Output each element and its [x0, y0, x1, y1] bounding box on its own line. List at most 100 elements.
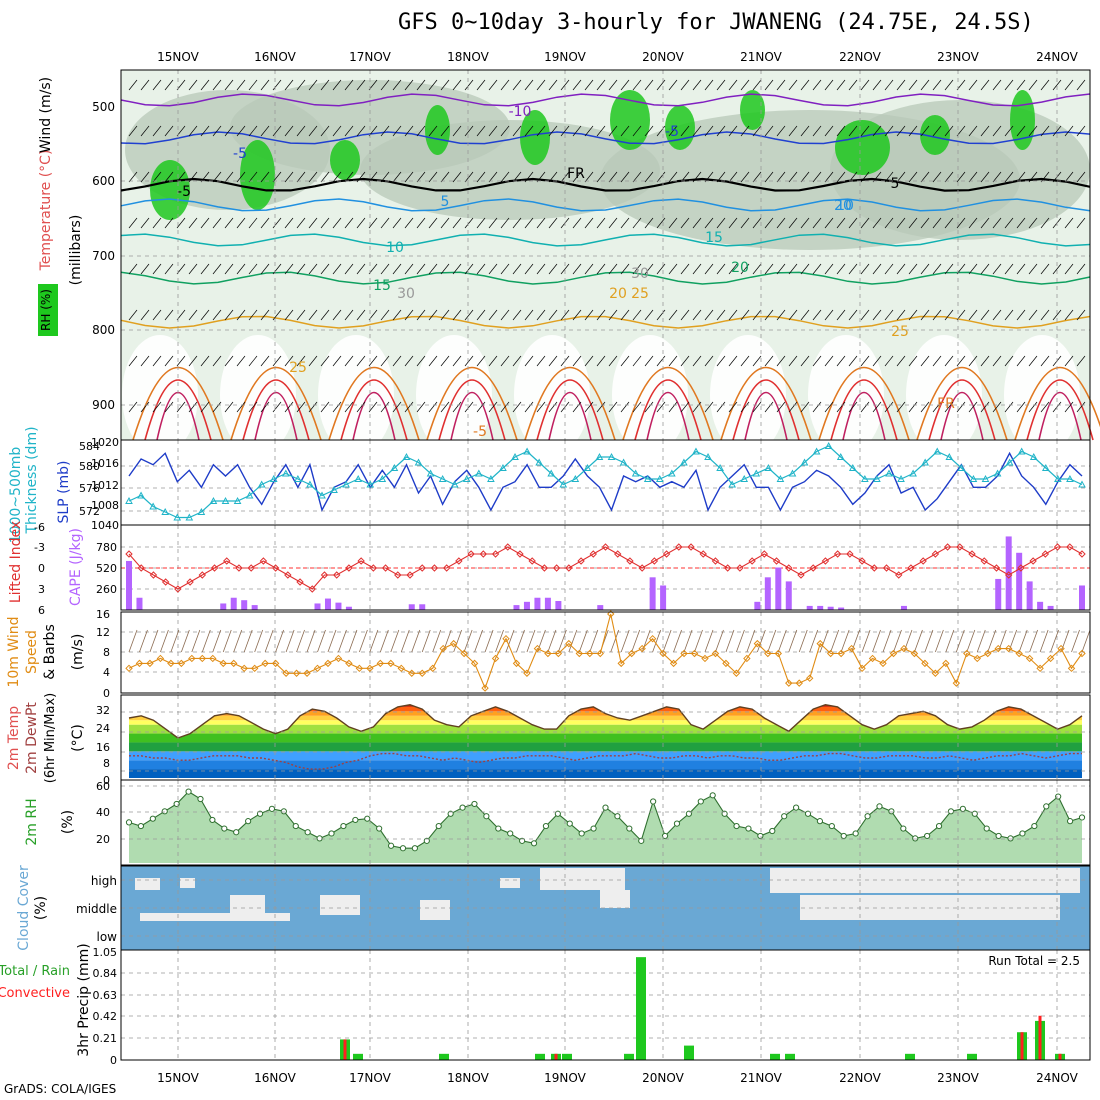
wind-barb	[976, 629, 986, 653]
lifted-index-marker	[907, 564, 915, 572]
upper-wind-barb	[920, 355, 930, 367]
upper-wind-barb	[176, 355, 186, 367]
thickness-marker	[1017, 447, 1026, 455]
upper-wind-barb	[140, 355, 150, 367]
rh-marker	[995, 832, 1002, 840]
lifted-index-marker	[821, 557, 830, 565]
upper-wind-barb	[728, 217, 738, 229]
upper-wind-barb	[740, 355, 750, 367]
lifted-index-marker	[882, 564, 891, 572]
wind-barb	[348, 629, 358, 653]
upper-wind-barb	[860, 217, 870, 229]
upper-wind-barb	[440, 355, 450, 367]
upper-wind-barb	[872, 401, 882, 413]
upper-wind-barb	[884, 355, 894, 367]
lifted-index-marker	[552, 564, 561, 572]
upper-wind-barb	[680, 355, 690, 367]
upper-wind-barb	[848, 355, 858, 367]
upper-wind-barb	[1028, 401, 1038, 413]
wind-barb	[704, 629, 714, 653]
wind-barb	[149, 629, 159, 653]
rh-marker	[197, 795, 204, 803]
upper-wind-barb	[212, 79, 222, 91]
upper-wind-barb	[296, 171, 306, 183]
rh-marker	[1066, 818, 1074, 825]
lifted-index-marker	[528, 557, 536, 565]
temperature-band	[129, 742, 1082, 752]
rh-marker	[852, 830, 859, 837]
upper-wind-barb	[452, 263, 462, 275]
upper-wind-barb	[188, 171, 198, 183]
upper-wind-barb	[608, 217, 618, 229]
upper-wind-barb	[404, 355, 414, 367]
upper-wind-barb	[668, 217, 678, 229]
wind-speed-marker	[806, 674, 814, 682]
isotherm-label: 20	[731, 260, 749, 276]
date-label-bottom: 15NOV	[157, 1071, 199, 1085]
upper-wind-barb	[740, 309, 750, 321]
precip-axis-label: 3hr Precip (mm)	[76, 943, 92, 1056]
lifted-index-marker	[1078, 550, 1086, 558]
lifted-index-marker	[1004, 571, 1013, 579]
cape-bar	[900, 605, 907, 610]
upper-wind-barb	[776, 355, 786, 367]
upper-wind-barb	[1064, 263, 1074, 275]
upper-wind-barb	[500, 355, 510, 367]
upper-wind-barb	[416, 263, 426, 275]
upper-wind-barb	[524, 355, 534, 367]
minmax-axis-label: (6hr Min/Max)	[43, 693, 58, 783]
upper-wind-barb	[824, 355, 834, 367]
date-label-bottom: 17NOV	[349, 1071, 391, 1085]
upper-wind-barb	[524, 217, 534, 229]
upper-wind-barb	[644, 125, 654, 137]
wind-barb	[212, 629, 222, 653]
isotherm-label: -5	[473, 424, 487, 440]
wind-speed-marker	[963, 649, 971, 658]
lifted-index-marker	[992, 564, 1001, 572]
lifted-index-marker	[394, 571, 402, 579]
isotherm-label: 30	[397, 286, 415, 302]
wind-speed-marker	[1078, 649, 1086, 658]
thickness-marker	[716, 463, 724, 471]
upper-wind-barb	[1076, 263, 1086, 275]
wind-speed-marker	[512, 659, 521, 668]
upper-wind-barb	[596, 401, 606, 413]
upper-wind-barb	[224, 125, 234, 137]
wind-speed-marker	[575, 649, 584, 658]
upper-wind-barb	[812, 125, 822, 137]
upper-wind-barb	[236, 401, 246, 413]
upper-wind-barb	[440, 309, 450, 321]
upper-wind-barb	[572, 79, 582, 91]
wind-speed-marker	[167, 659, 175, 668]
slp-tick: 1020	[91, 436, 119, 449]
upper-wind-barb	[140, 79, 150, 91]
wind-speed-marker	[889, 649, 898, 658]
upper-wind-barb	[380, 263, 390, 275]
cape-bar	[775, 567, 782, 610]
upper-wind-barb	[860, 171, 870, 183]
upper-wind-barb	[308, 217, 318, 229]
rh-marker	[340, 822, 347, 830]
wind-tick: 8	[103, 646, 110, 659]
upper-wind-barb	[260, 401, 270, 413]
thickness-marker	[655, 474, 664, 482]
cape-bar	[660, 585, 667, 610]
date-label-top: 20NOV	[642, 50, 684, 64]
upper-wind-barb	[356, 217, 366, 229]
wind-barb	[285, 629, 295, 653]
upper-wind-barb	[260, 263, 270, 275]
thickness-marker	[330, 485, 338, 493]
temperature-isotherm-warm	[646, 391, 690, 441]
rh-marker	[459, 804, 466, 811]
upper-wind-barb	[248, 171, 258, 183]
rh-marker	[1019, 830, 1026, 837]
temperature-band	[129, 720, 1082, 725]
lifted-index-marker	[259, 557, 268, 565]
upper-wind-barb	[236, 125, 246, 137]
upper-wind-barb	[728, 309, 738, 321]
rh-marker	[935, 822, 943, 830]
thickness-marker	[209, 496, 218, 504]
upper-wind-barb	[296, 401, 306, 413]
wind-barb	[756, 629, 766, 653]
upper-wind-barb	[716, 171, 726, 183]
